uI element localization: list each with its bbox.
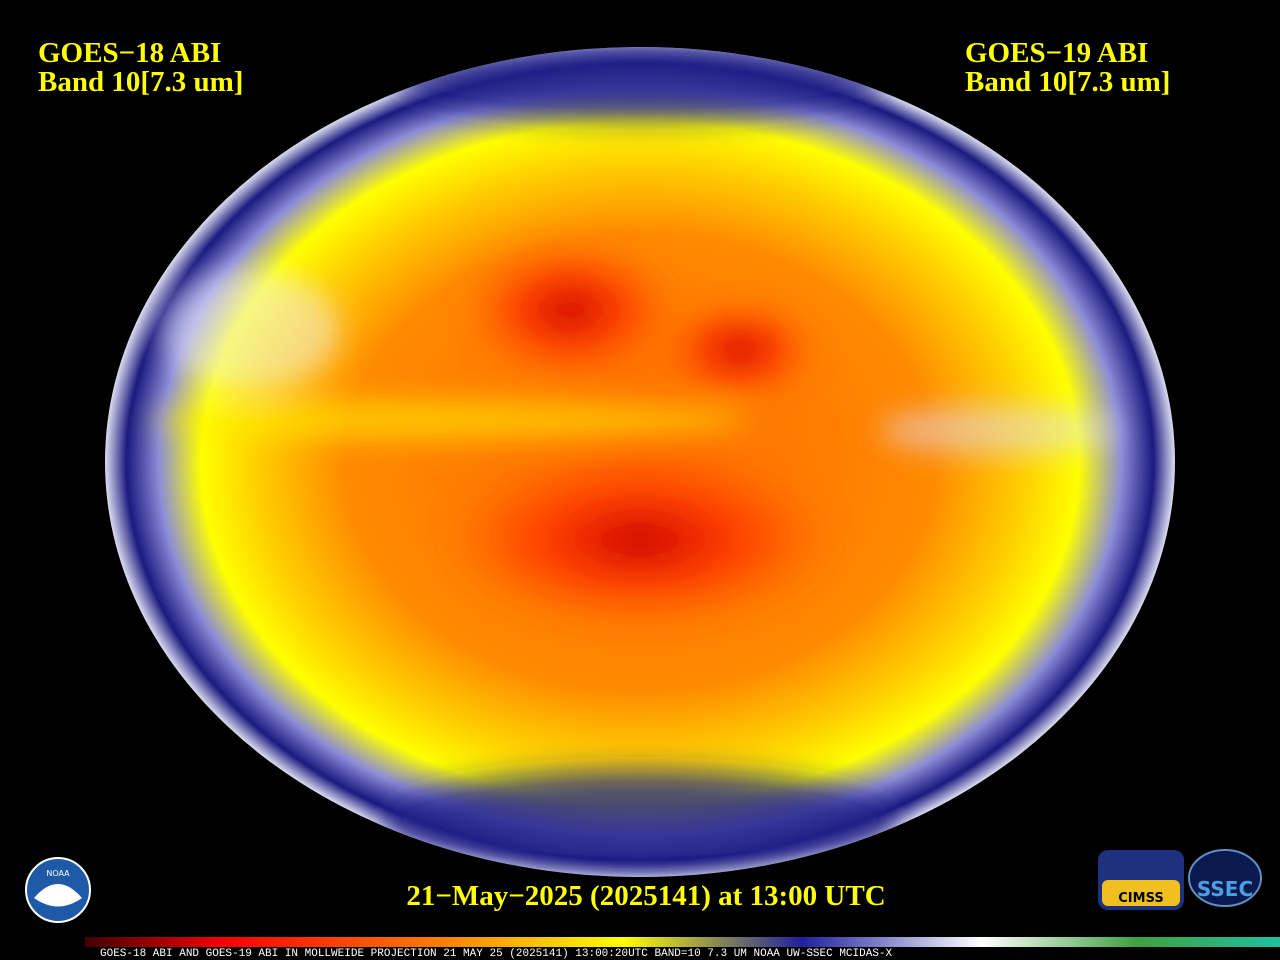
moisture-field [150, 47, 1120, 870]
noaa-logo: NOAA [25, 857, 91, 923]
logo-text: NOAA [46, 869, 70, 878]
timestamp: 21−May−2025 (2025141) at 13:00 UTC [406, 880, 885, 912]
header: GOES−18 ABI Band 10[7.3 um] GOES−19 ABI … [38, 37, 1170, 912]
ssec-logo: SSEC [1188, 849, 1262, 907]
right-label: Band 10[7.3 um] [965, 66, 1170, 98]
cimss-logo: CIMSS [1098, 850, 1184, 910]
left-label: Band 10[7.3 um] [38, 66, 243, 98]
color-bar [85, 937, 1280, 947]
logo-text: CIMSS [1118, 891, 1163, 906]
left-label: GOES−18 ABI [38, 37, 221, 69]
right-label: GOES−19 ABI [965, 37, 1148, 69]
color-bar-caption: GOES-18 ABI AND GOES-19 ABI IN MOLLWEIDE… [100, 948, 893, 960]
logo-text: SSEC [1197, 877, 1253, 901]
